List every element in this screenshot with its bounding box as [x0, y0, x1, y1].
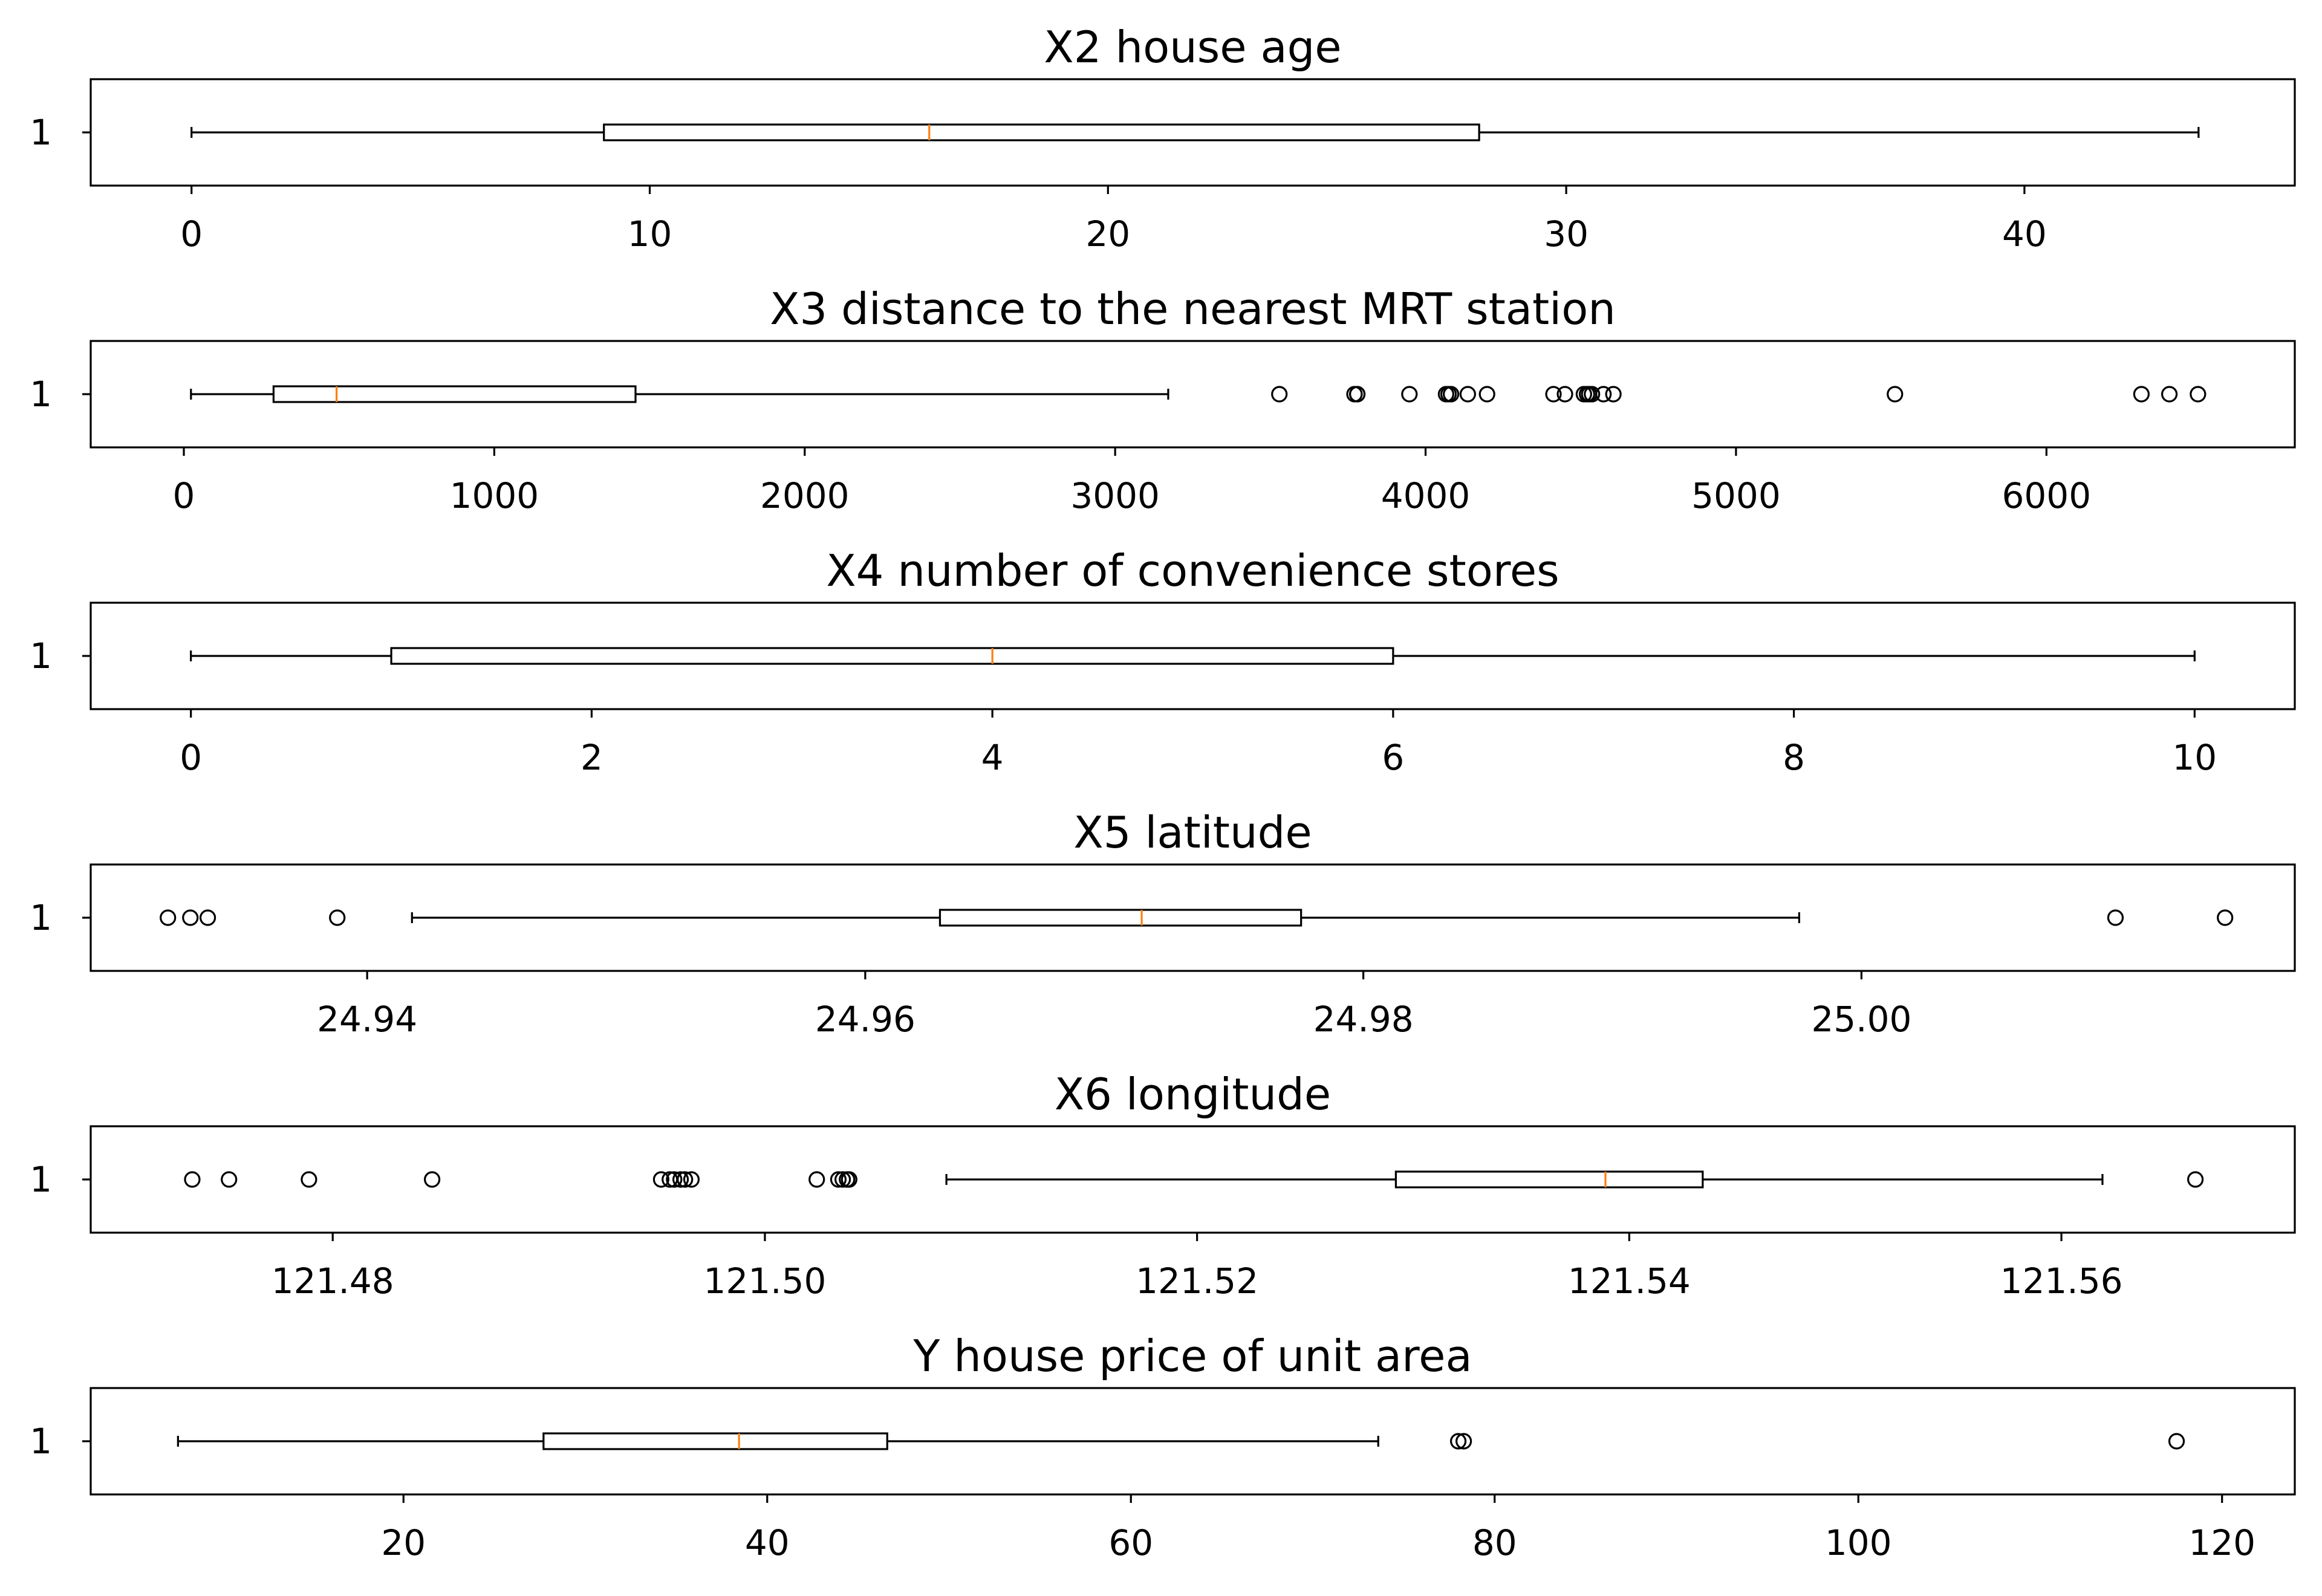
- panel-1-xtick-label: 0: [180, 213, 203, 255]
- panel-2-xtick-label: 6000: [2002, 475, 2091, 516]
- panel-6-title: Y house price of unit area: [912, 1331, 1472, 1381]
- panel-2-outlier-point: [1348, 386, 1366, 403]
- panel-5-outlier-point: [666, 1171, 683, 1188]
- panel-5-outlier-point: [301, 1171, 317, 1188]
- panel-2-iqr-box: [272, 385, 637, 403]
- panel-5-outlier-point: [2187, 1171, 2204, 1188]
- panel-4-outlier-point: [2217, 909, 2234, 926]
- panel-5-outlier-point: [672, 1171, 689, 1188]
- panel-5-outlier-point: [841, 1171, 857, 1188]
- panel-2-outlier-point: [1605, 386, 1622, 403]
- panel-5-outlier-point: [683, 1171, 700, 1188]
- panel-6-xtick-label: 40: [745, 1522, 790, 1563]
- panel-2-outlier-point: [1443, 386, 1460, 403]
- panel-5-outlier-point: [652, 1171, 670, 1188]
- panel-5-iqr-box: [1394, 1170, 1704, 1189]
- panel-6-outlier-point: [2168, 1433, 2185, 1450]
- panel-5-title: X6 longitude: [1055, 1069, 1331, 1120]
- panel-4-outlier-point: [160, 909, 177, 926]
- panel-4-iqr-box: [938, 909, 1302, 927]
- panel-5-outlier-point: [184, 1171, 201, 1188]
- panel-3-xtick-label: 4: [981, 737, 1004, 778]
- panel-4-xtick-label: 24.94: [317, 999, 417, 1040]
- panel-3-title: X4 number of convenience stores: [826, 545, 1559, 596]
- panel-1-title: X2 house age: [1044, 22, 1341, 73]
- panel-3-iqr-box: [390, 647, 1394, 665]
- panel-2-outlier-point: [1545, 386, 1562, 403]
- panel-2-title: X3 distance to the nearest MRT station: [770, 284, 1616, 334]
- panel-5-xtick-label: 121.56: [2000, 1260, 2123, 1302]
- panel-4-outlier-point: [329, 909, 346, 926]
- panel-4-outlier-point: [2107, 909, 2124, 926]
- panel-5-xtick-label: 121.52: [1136, 1260, 1258, 1302]
- panel-1-xtick-label: 10: [628, 213, 672, 255]
- panel-3-xtick-label: 8: [1783, 737, 1805, 778]
- panel-2-outlier-point: [1401, 386, 1418, 403]
- panel-2-outlier-point: [1459, 386, 1476, 403]
- panel-5-xtick-label: 121.48: [272, 1260, 394, 1302]
- panel-2-outlier-point: [1584, 386, 1601, 403]
- panel-4-outlier-point: [182, 909, 199, 926]
- panel-4-outlier-point: [199, 909, 216, 926]
- panel-2-outlier-point: [1556, 386, 1573, 403]
- panel-2-xtick-label: 5000: [1691, 475, 1781, 516]
- panel-3-xtick-label: 10: [2172, 737, 2217, 778]
- panel-1-iqr-box: [603, 123, 1480, 141]
- panel-5-xtick-label: 121.54: [1568, 1260, 1691, 1302]
- panel-2-outlier-point: [2161, 386, 2178, 403]
- panel-4-xtick-label: 24.98: [1313, 999, 1414, 1040]
- panel-6-iqr-box: [542, 1432, 888, 1450]
- panel-2-ytick-label: 1: [30, 374, 52, 415]
- panel-5-outlier-point: [834, 1171, 851, 1188]
- panel-6-outlier-point: [1455, 1433, 1472, 1450]
- panel-5-ytick-label: 1: [30, 1159, 52, 1200]
- panel-2-outlier-point: [1478, 386, 1495, 403]
- panel-1-xtick-label: 30: [1544, 213, 1589, 255]
- panel-4-xtick-label: 25.00: [1811, 999, 1911, 1040]
- panel-5-xtick-label: 121.50: [703, 1260, 826, 1302]
- panel-2-xtick-label: 2000: [760, 475, 850, 516]
- panel-5-outlier-point: [424, 1171, 441, 1188]
- panel-2-xtick-label: 1000: [450, 475, 539, 516]
- panel-6-xtick-label: 80: [1472, 1522, 1517, 1563]
- panel-1-xtick-label: 40: [2002, 213, 2047, 255]
- panel-6-outlier-point: [1449, 1433, 1467, 1450]
- panel-2-xtick-label: 0: [173, 475, 195, 516]
- panel-4-title: X5 latitude: [1073, 807, 1312, 858]
- panel-5-outlier-point: [677, 1171, 694, 1188]
- panel-5-outlier-point: [221, 1171, 238, 1188]
- panel-2-outlier-point: [1887, 386, 1904, 403]
- panel-4-ytick-label: 1: [30, 897, 52, 938]
- panel-6-xtick-label: 20: [381, 1522, 426, 1563]
- panel-3-xtick-label: 6: [1382, 737, 1404, 778]
- panel-3-xtick-label: 2: [580, 737, 603, 778]
- panel-5-outlier-point: [830, 1171, 847, 1188]
- panel-2-outlier-point: [2133, 386, 2150, 403]
- panel-2-xtick-label: 3000: [1070, 475, 1160, 516]
- panel-2-outlier-point: [1271, 386, 1288, 403]
- panel-4-xtick-label: 24.96: [815, 999, 915, 1040]
- panel-6-xtick-label: 100: [1825, 1522, 1892, 1563]
- panel-6-xtick-label: 60: [1108, 1522, 1153, 1563]
- panel-1-xtick-label: 20: [1085, 213, 1130, 255]
- panel-2-outlier-point: [1595, 386, 1612, 403]
- panel-3-ytick-label: 1: [30, 635, 52, 676]
- panel-6-xtick-label: 120: [2188, 1522, 2255, 1563]
- panel-3-xtick-label: 0: [180, 737, 202, 778]
- panel-2-xtick-label: 4000: [1381, 475, 1471, 516]
- panel-2-outlier-point: [2190, 386, 2207, 403]
- panel-5-outlier-point: [808, 1171, 825, 1188]
- panel-1-ytick-label: 1: [30, 112, 52, 153]
- panel-6-ytick-label: 1: [30, 1421, 52, 1462]
